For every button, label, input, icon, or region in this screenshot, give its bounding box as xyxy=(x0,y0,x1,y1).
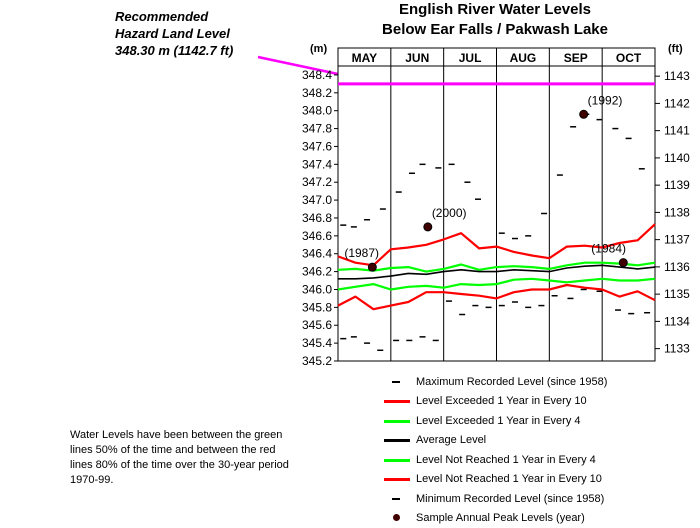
y-left-tick-label: 347.6 xyxy=(302,139,332,153)
axes: MAY JUN JUL AUG SEP OCT (m) 345.2 345.4 345.6 345.… xyxy=(302,43,690,368)
y-right-tick-label: 1139 xyxy=(664,178,690,192)
legend: Maximum Recorded Level (since 1958) Level… xyxy=(384,372,607,528)
legend-swatch xyxy=(384,395,410,407)
y-right-tick-label: 1141 xyxy=(664,124,690,138)
peak-year-label: (2000) xyxy=(432,206,467,220)
y-left-tick-label: 348.0 xyxy=(302,104,332,118)
legend-label: Level Not Reached 1 Year in Every 4 xyxy=(416,454,596,466)
legend-item: Level Not Reached 1 Year in Every 10 xyxy=(384,470,607,490)
y-left-unit: (m) xyxy=(310,43,327,55)
y-left-tick-label: 347.8 xyxy=(302,122,332,136)
peak-year-label: (1984) xyxy=(591,242,626,256)
month-label: AUG xyxy=(510,51,537,65)
peak-marker xyxy=(580,110,588,118)
y-left-tick-label: 346.0 xyxy=(302,282,332,296)
y-right-tick-label: 1142 xyxy=(664,96,690,110)
y-right-tick-label: 1137 xyxy=(664,233,690,247)
y-left-tick-label: 347.2 xyxy=(302,175,332,189)
peak-year-label: (1992) xyxy=(588,93,623,107)
month-label: JUL xyxy=(459,51,482,65)
y-right-tick-label: 1133 xyxy=(664,342,690,356)
legend-item: Level Exceeded 1 Year in Every 4 xyxy=(384,411,607,431)
month-label: JUN xyxy=(405,51,429,65)
legend-item: Level Not Reached 1 Year in Every 4 xyxy=(384,450,607,470)
y-left-tick-label: 346.2 xyxy=(302,265,332,279)
y-right-tick-label: 1143 xyxy=(664,69,690,83)
legend-item: Average Level xyxy=(384,431,607,451)
legend-swatch xyxy=(384,454,410,466)
chart-title: English River Water Levels Below Ear Fal… xyxy=(340,0,650,40)
legend-label: Average Level xyxy=(416,434,486,446)
peak-marker xyxy=(368,263,376,271)
hazard-level-annotation: Recommended Hazard Land Level 348.30 m (… xyxy=(115,8,233,59)
legend-label: Minimum Recorded Level (since 1958) xyxy=(416,493,604,505)
legend-swatch xyxy=(384,473,410,485)
y-left-tick-label: 345.6 xyxy=(302,318,332,332)
month-label: MAY xyxy=(352,51,378,65)
y-left-tick-label: 346.6 xyxy=(302,229,332,243)
y-left-tick-label: 345.4 xyxy=(302,336,332,350)
legend-item: Sample Annual Peak Levels (year) xyxy=(384,509,607,528)
legend-item: Level Exceeded 1 Year in Every 10 xyxy=(384,392,607,412)
y-right-tick-label: 1136 xyxy=(664,260,690,274)
y-left-tick-label: 347.0 xyxy=(302,193,332,207)
legend-label: Level Not Reached 1 Year in Every 10 xyxy=(416,473,602,485)
legend-item: Maximum Recorded Level (since 1958) xyxy=(384,372,607,392)
hazard-annotation-line3: 348.30 m (1142.7 ft) xyxy=(115,42,233,59)
y-left-tick-label: 345.2 xyxy=(302,354,332,368)
y-right-tick-label: 1135 xyxy=(664,287,690,301)
y-right-tick-label: 1134 xyxy=(664,314,690,328)
y-right-tick-label: 1138 xyxy=(664,205,690,219)
hazard-annotation-line1: Recommended xyxy=(115,8,233,25)
legend-swatch xyxy=(384,415,410,427)
legend-swatch xyxy=(384,512,410,524)
legend-swatch xyxy=(384,434,410,446)
legend-item: Minimum Recorded Level (since 1958) xyxy=(384,489,607,509)
y-left-tick-label: 346.8 xyxy=(302,211,332,225)
y-right-unit: (ft) xyxy=(668,43,683,55)
chart-title-line2: Below Ear Falls / Pakwash Lake xyxy=(340,20,650,40)
legend-label: Level Exceeded 1 Year in Every 4 xyxy=(416,415,581,427)
peak-marker xyxy=(424,223,432,231)
y-left-tick-label: 348.2 xyxy=(302,86,332,100)
chart-title-line1: English River Water Levels xyxy=(340,0,650,20)
month-label: OCT xyxy=(616,51,642,65)
y-left-tick-label: 345.8 xyxy=(302,300,332,314)
recorded-marks: (1987) (2000) (1992) (1984) xyxy=(340,93,650,350)
y-left-tick-label: 347.4 xyxy=(302,157,332,171)
legend-label: Sample Annual Peak Levels (year) xyxy=(416,512,585,524)
month-label: SEP xyxy=(564,51,588,65)
legend-label: Level Exceeded 1 Year in Every 10 xyxy=(416,395,587,407)
footnote: Water Levels have been between the green… xyxy=(70,428,300,488)
legend-label: Maximum Recorded Level (since 1958) xyxy=(416,376,607,388)
legend-swatch xyxy=(384,376,410,388)
y-left-tick-label: 346.4 xyxy=(302,247,332,261)
peak-marker xyxy=(619,259,627,267)
hazard-annotation-line2: Hazard Land Level xyxy=(115,25,233,42)
peak-year-label: (1987) xyxy=(344,246,379,260)
legend-swatch xyxy=(384,493,410,505)
y-right-tick-label: 1140 xyxy=(664,151,690,165)
y-left-tick-label: 348.4 xyxy=(302,68,332,82)
